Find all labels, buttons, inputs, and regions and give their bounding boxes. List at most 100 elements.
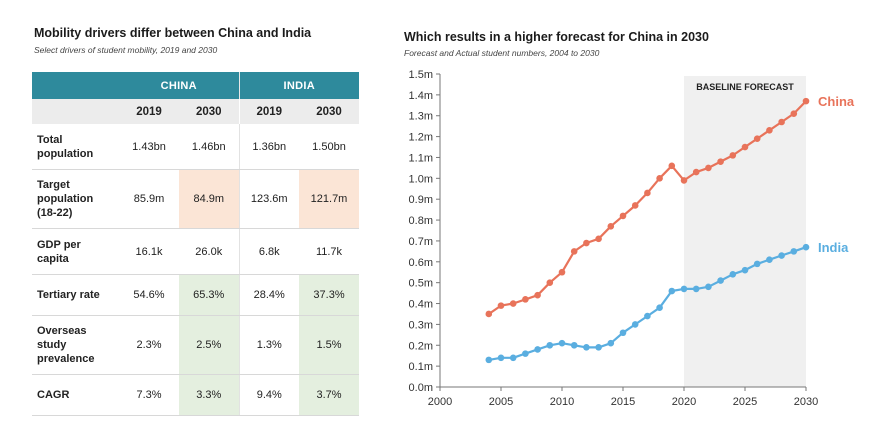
india-series-label: India — [818, 240, 849, 255]
india-data-point — [522, 350, 529, 357]
year-header: 2030 — [299, 99, 360, 124]
india-data-point — [570, 341, 578, 349]
india-data-point — [717, 277, 724, 284]
table-cell: 1.43bn — [119, 124, 179, 170]
y-tick-label: 1.1m — [409, 152, 433, 164]
india-data-point — [534, 346, 541, 353]
china-data-point — [607, 223, 615, 230]
china-data-point — [485, 310, 493, 318]
table-subtitle: Select drivers of student mobility, 2019… — [34, 45, 218, 55]
table-row: Tertiary rate 54.6% 65.3% 28.4% 37.3% — [32, 274, 360, 316]
india-data-point — [680, 285, 688, 293]
header-blank-cell — [32, 72, 119, 99]
table-cell: 16.1k — [119, 228, 179, 275]
china-data-point — [570, 248, 578, 255]
india-data-point — [668, 287, 676, 295]
country-header-india: INDIA — [238, 72, 360, 99]
table-title: Mobility drivers differ between China an… — [34, 26, 312, 40]
india-data-point — [546, 341, 554, 349]
table-cell-highlighted: 3.7% — [299, 374, 360, 416]
y-tick-label: 0.2m — [409, 340, 433, 352]
table-cell: 28.4% — [238, 274, 299, 316]
china-data-point — [778, 118, 785, 126]
china-series-label: China — [818, 94, 855, 109]
india-data-point — [692, 285, 700, 293]
india-data-point — [631, 321, 639, 328]
year-header: 2019 — [119, 99, 179, 124]
y-tick-label: 0.9m — [409, 194, 433, 206]
x-tick-label: 2025 — [733, 396, 757, 408]
x-tick-label: 2005 — [489, 396, 513, 408]
y-tick-label: 1.2m — [409, 132, 433, 144]
row-label: CAGR — [32, 374, 119, 416]
china-data-point — [631, 202, 639, 209]
row-label: Total population — [32, 124, 119, 170]
china-data-point — [729, 152, 737, 159]
table-cell: 1.3% — [238, 315, 299, 375]
y-tick-label: 0.3m — [409, 319, 433, 331]
table-cell-highlighted: 84.9m — [179, 169, 239, 229]
x-tick-label: 2030 — [794, 396, 818, 408]
y-tick-label: 0.5m — [409, 278, 433, 290]
china-data-point — [692, 168, 700, 176]
china-data-point — [741, 143, 749, 151]
y-tick-label: 0.8m — [409, 215, 433, 227]
china-data-point — [619, 212, 627, 220]
y-tick-label: 1.5m — [409, 69, 433, 81]
china-data-point — [644, 189, 651, 197]
y-tick-label: 0.4m — [409, 299, 433, 311]
china-data-point — [680, 177, 688, 184]
india-data-point — [741, 266, 749, 274]
forecast-line-chart: BASELINE FORECAST 0.0m 0.1m 0.2m 0.3m 0.4m 0.5… — [409, 69, 855, 408]
india-data-point — [485, 356, 493, 364]
india-data-point — [705, 283, 712, 291]
china-data-point — [717, 158, 724, 165]
table-cell: 7.3% — [119, 374, 179, 416]
year-header: 2030 — [179, 99, 239, 124]
year-header: 2019 — [238, 99, 299, 124]
y-tick-label: 0.7m — [409, 236, 433, 248]
table-row: CAGR 7.3% 3.3% 9.4% 3.7% — [32, 374, 360, 416]
y-tick-label: 1.4m — [409, 90, 433, 102]
table-cell: 6.8k — [238, 228, 299, 275]
drivers-table: CHINA INDIA 2019 2030 2019 2030 Total pop… — [32, 72, 360, 416]
table-cell: 11.7k — [299, 228, 360, 275]
table-cell: 1.46bn — [179, 124, 239, 170]
china-data-point — [583, 239, 590, 247]
china-data-point — [534, 291, 541, 299]
table-cell-highlighted: 65.3% — [179, 274, 239, 316]
india-data-point — [753, 260, 761, 268]
country-header-row: CHINA INDIA — [32, 72, 360, 99]
table-row: Total population 1.43bn 1.46bn 1.36bn 1.5… — [32, 124, 360, 170]
india-data-point — [790, 248, 798, 255]
row-label: GDP per capita — [32, 228, 119, 275]
india-data-point — [497, 354, 505, 362]
china-data-point — [802, 97, 810, 105]
table-cell-highlighted: 2.5% — [179, 315, 239, 375]
china-data-point — [790, 110, 798, 117]
y-tick-label: 0.6m — [409, 257, 433, 269]
india-data-point — [595, 344, 602, 351]
year-header-row: 2019 2030 2019 2030 — [32, 99, 360, 124]
china-data-point — [509, 300, 517, 307]
india-data-point — [619, 329, 627, 337]
x-tick-label: 2020 — [672, 396, 696, 408]
india-data-point — [607, 339, 615, 347]
china-data-point — [595, 235, 602, 243]
table-cell: 26.0k — [179, 228, 239, 275]
india-data-point — [644, 312, 651, 320]
india-data-point — [778, 252, 785, 259]
row-label: Tertiary rate — [32, 274, 119, 316]
table-cell: 2.3% — [119, 315, 179, 375]
x-tick-label: 2015 — [611, 396, 635, 408]
china-data-point — [753, 135, 761, 142]
china-data-point — [766, 127, 773, 134]
china-data-point — [668, 162, 676, 170]
table-cell: 54.6% — [119, 274, 179, 316]
y-tick-label: 1.3m — [409, 111, 433, 123]
y-tick-label: 1.0m — [409, 173, 433, 185]
row-label: Overseas study prevalence — [32, 315, 119, 375]
table-row: Overseas study prevalence 2.3% 2.5% 1.3% 1… — [32, 315, 360, 375]
table-cell: 1.50bn — [299, 124, 360, 170]
chart-subtitle: Forecast and Actual student numbers, 200… — [404, 48, 600, 58]
